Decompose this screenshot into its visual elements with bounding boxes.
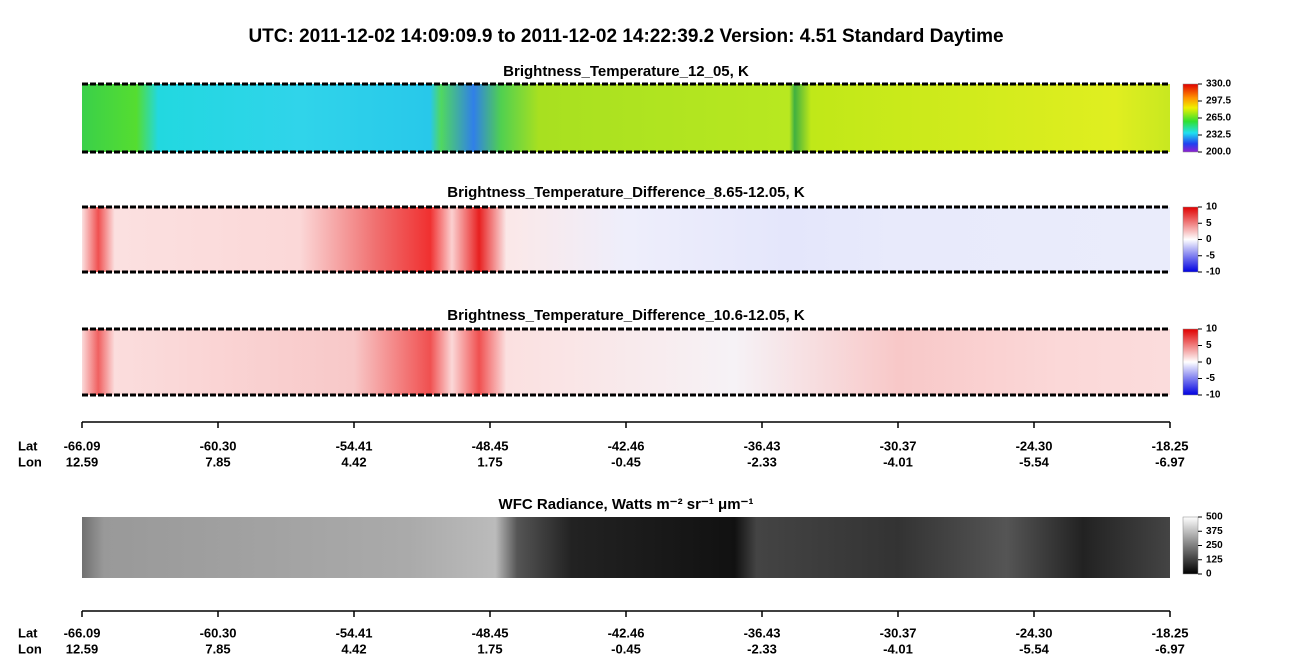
colorbar-tick-label: 375 — [1206, 526, 1223, 537]
lat-tick-label: -60.30 — [200, 625, 237, 640]
lon-tick-label: -6.97 — [1155, 454, 1185, 469]
lat-tick-label: -24.30 — [1016, 625, 1053, 640]
colorbar-tick-label: 125 — [1206, 554, 1223, 565]
colorbar-tick-label: 5 — [1206, 340, 1212, 351]
lon-tick-label: -2.33 — [747, 641, 777, 656]
colorbar-tick-label: 0 — [1206, 234, 1212, 245]
lon-tick-label: 4.42 — [341, 641, 366, 656]
lon-tick-label: 1.75 — [477, 641, 502, 656]
panel-title: Brightness_Temperature_Difference_8.65-1… — [447, 184, 805, 201]
lat-tick-label: -54.41 — [336, 438, 373, 453]
lon-tick-label: -5.54 — [1019, 641, 1049, 656]
lon-tick-label: -0.45 — [611, 454, 641, 469]
lon-tick-label: 7.85 — [205, 454, 230, 469]
lon-tick-label: 12.59 — [66, 641, 99, 656]
colorbar-tick-label: 200.0 — [1206, 147, 1231, 158]
colorbar-tick-label: 330.0 — [1206, 79, 1231, 90]
colorbar-tick-label: 232.5 — [1206, 130, 1231, 141]
colorbar-tick-label: 500 — [1206, 512, 1223, 523]
colorbar-tick-label: -10 — [1206, 267, 1221, 278]
image-strip — [82, 207, 1170, 272]
colorbar-tick-label: 10 — [1206, 202, 1218, 213]
panel-title: WFC Radiance, Watts m⁻² sr⁻¹ μm⁻¹ — [499, 496, 754, 513]
colorbar-tick-label: 0 — [1206, 357, 1212, 368]
lon-tick-label: 1.75 — [477, 454, 502, 469]
colorbar-tick-label: 0 — [1206, 569, 1212, 580]
lat-tick-label: -42.46 — [608, 625, 645, 640]
lon-tick-label: -0.45 — [611, 641, 641, 656]
colorbar-tick-label: 5 — [1206, 218, 1212, 229]
lon-tick-label: 7.85 — [205, 641, 230, 656]
colorbar — [1182, 516, 1199, 575]
lon-tick-label: 4.42 — [341, 454, 366, 469]
lat-tick-label: -18.25 — [1152, 438, 1189, 453]
colorbar-tick-label: -10 — [1206, 390, 1221, 401]
lon-label: Lon — [18, 454, 42, 469]
panel-title: Brightness_Temperature_12_05, K — [503, 63, 749, 80]
lat-tick-label: -36.43 — [744, 438, 781, 453]
lat-tick-label: -24.30 — [1016, 438, 1053, 453]
lat-tick-label: -30.37 — [880, 438, 917, 453]
colorbar-tick-label: 250 — [1206, 540, 1223, 551]
lat-tick-label: -42.46 — [608, 438, 645, 453]
lat-tick-label: -54.41 — [336, 625, 373, 640]
lat-tick-label: -18.25 — [1152, 625, 1189, 640]
lon-tick-label: 12.59 — [66, 454, 99, 469]
lat-label: Lat — [18, 438, 38, 453]
lat-tick-label: -30.37 — [880, 625, 917, 640]
lat-tick-label: -36.43 — [744, 625, 781, 640]
lat-tick-label: -48.45 — [472, 625, 509, 640]
lon-tick-label: -4.01 — [883, 454, 913, 469]
lon-tick-label: -2.33 — [747, 454, 777, 469]
main-title: UTC: 2011-12-02 14:09:09.9 to 2011-12-02… — [248, 26, 1003, 47]
lat-tick-label: -60.30 — [200, 438, 237, 453]
image-strip — [82, 329, 1170, 395]
colorbar-tick-label: 297.5 — [1206, 96, 1231, 107]
lon-tick-label: -5.54 — [1019, 454, 1049, 469]
lat-tick-label: -66.09 — [64, 625, 101, 640]
image-strip — [82, 84, 1170, 152]
colorbar — [1182, 206, 1199, 273]
colorbar-tick-label: 265.0 — [1206, 113, 1231, 124]
lat-tick-label: -48.45 — [472, 438, 509, 453]
colorbar-tick-label: -5 — [1206, 250, 1215, 261]
lon-label: Lon — [18, 641, 42, 656]
colorbar-tick-label: 10 — [1206, 324, 1218, 335]
colorbar-tick-label: -5 — [1206, 373, 1215, 384]
image-strip — [82, 517, 1170, 578]
lon-tick-label: -6.97 — [1155, 641, 1185, 656]
colorbar — [1182, 328, 1199, 396]
lat-label: Lat — [18, 625, 38, 640]
lon-tick-label: -4.01 — [883, 641, 913, 656]
colorbar — [1182, 83, 1199, 153]
lat-tick-label: -66.09 — [64, 438, 101, 453]
panel-title: Brightness_Temperature_Difference_10.6-1… — [447, 307, 805, 324]
